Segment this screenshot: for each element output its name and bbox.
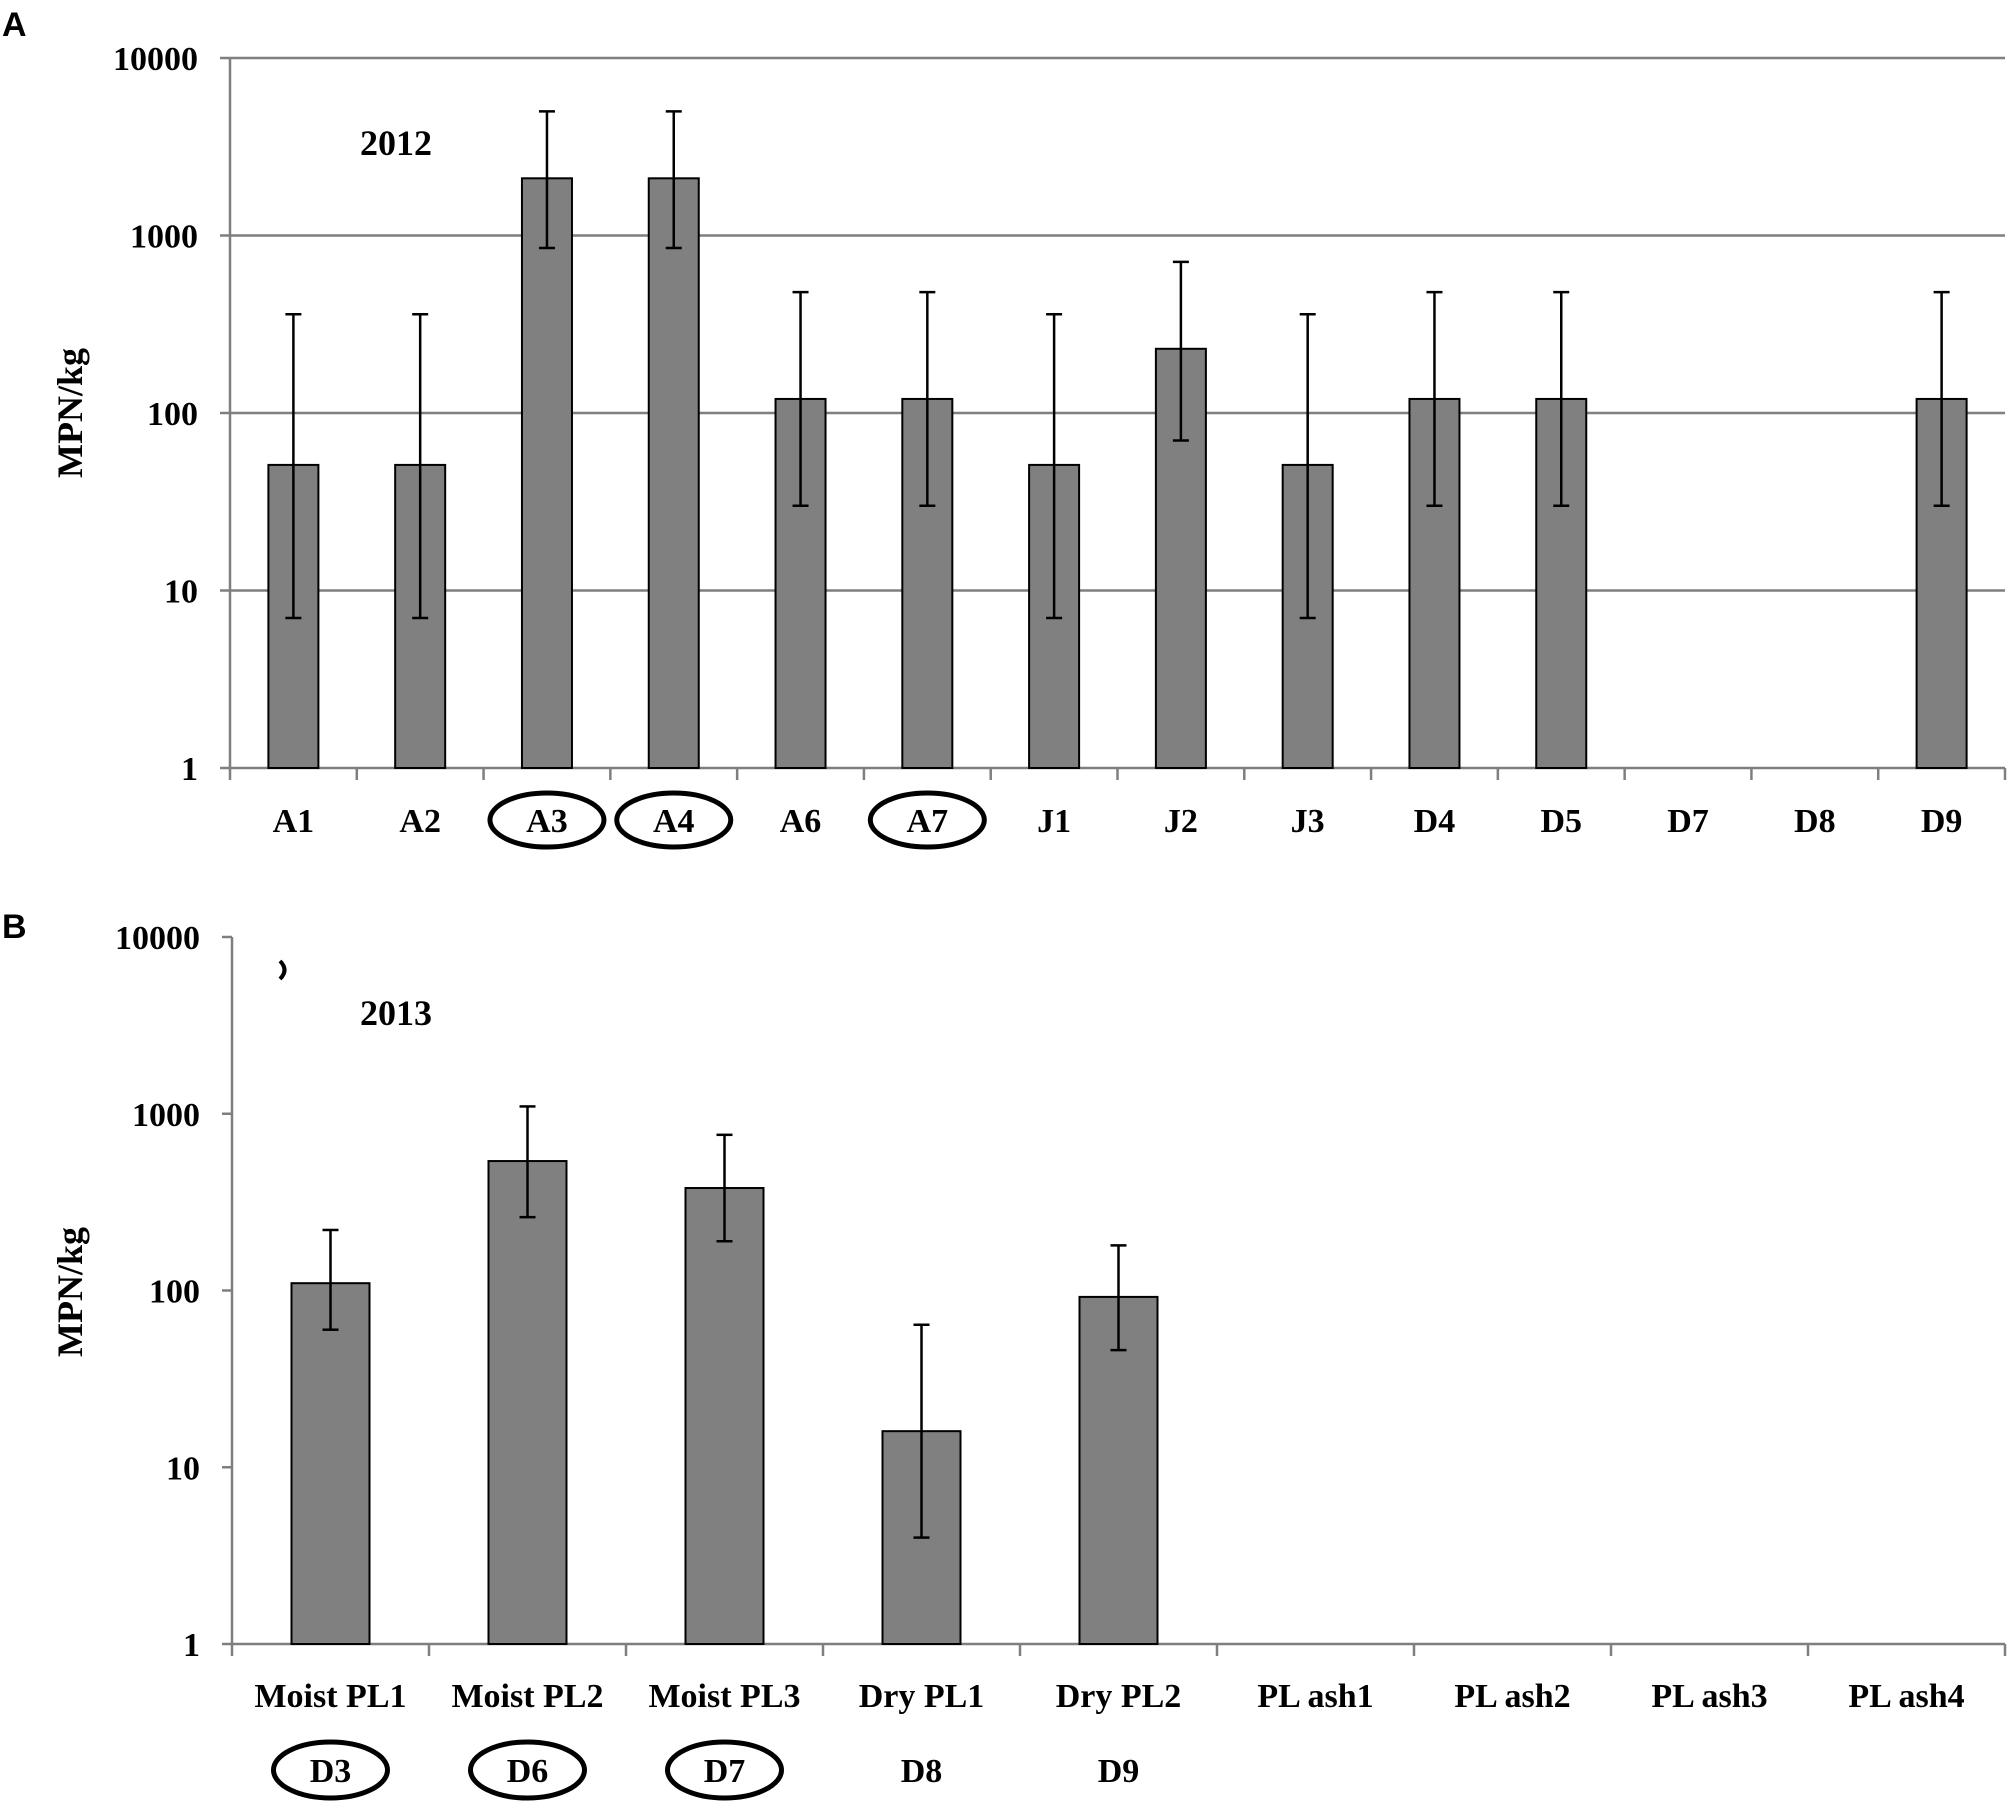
x-tick-label: PL ash2: [1454, 1678, 1570, 1715]
bar: [647, 177, 700, 769]
x-tick-label: D5: [1540, 803, 1582, 840]
x-tick-label: Moist PL1: [254, 1678, 406, 1715]
highlight-ellipse: [614, 790, 734, 850]
x-sublabel: D7: [704, 1753, 746, 1790]
highlight-ellipse: [665, 1739, 784, 1801]
bar: [290, 1282, 371, 1645]
x-tick-label: A7: [907, 803, 949, 840]
x-tick-label: A1: [273, 803, 315, 840]
year-annotation: 2012: [360, 123, 432, 163]
x-tick-label: J3: [1291, 803, 1325, 840]
x-tick-label: D8: [1794, 803, 1836, 840]
y-tick-label: 1: [181, 751, 198, 788]
panel-a-letter: A: [2, 6, 27, 44]
highlight-ellipse: [468, 1739, 587, 1801]
x-tick-label: Moist PL2: [451, 1678, 603, 1715]
x-tick-label: PL ash3: [1651, 1678, 1767, 1715]
y-tick-label: 1000: [130, 219, 198, 256]
stray-mark: [278, 959, 287, 981]
x-tick-label: A4: [653, 803, 695, 840]
bar: [1078, 1295, 1159, 1645]
highlight-ellipse: [867, 790, 987, 850]
panel-a-chart: 1 10 100 1000 10000 A1 A2 A3 A4 A6 A7 J1 J2 J3 D4 D5 D7 D…: [50, 41, 2007, 850]
bar: [684, 1187, 765, 1645]
y-tick-label: 10000: [113, 41, 198, 78]
x-tick-label: D4: [1414, 803, 1456, 840]
y-axis-title: MPN/kg: [50, 1227, 90, 1357]
x-sublabel: D6: [507, 1753, 549, 1790]
x-tick-label: PL ash1: [1257, 1678, 1373, 1715]
y-tick-label: 10: [166, 1450, 200, 1487]
x-tick-label: A6: [780, 803, 822, 840]
y-tick-label: 10: [164, 574, 198, 611]
y-tick-label: 100: [149, 1274, 200, 1311]
bar: [901, 397, 954, 769]
x-tick-label: D9: [1921, 803, 1963, 840]
x-tick-label: J2: [1164, 803, 1198, 840]
bar: [520, 177, 573, 769]
bar: [487, 1160, 568, 1646]
year-annotation: 2013: [360, 993, 432, 1033]
x-tick-label: PL ash4: [1848, 1678, 1964, 1715]
x-tick-label: A3: [526, 803, 568, 840]
x-tick-label: A2: [399, 803, 441, 840]
x-tick-label: D7: [1667, 803, 1709, 840]
x-sublabel: D3: [310, 1753, 352, 1790]
y-tick-label: 10000: [115, 920, 200, 957]
y-tick-label: 100: [147, 396, 198, 433]
x-sublabel: D8: [901, 1753, 943, 1790]
panel-b-letter: B: [2, 908, 27, 946]
y-tick-label: 1: [183, 1627, 200, 1664]
x-tick-label: Dry PL2: [1056, 1678, 1182, 1715]
x-tick-label: J1: [1037, 803, 1071, 840]
x-sublabel: D9: [1098, 1753, 1140, 1790]
y-axis-title: MPN/kg: [50, 348, 90, 478]
panel-b-chart: 1 10 100 1000 10000 Moist PL1 D3 Moist PL2 D6 Moi…: [50, 920, 2007, 1801]
x-tick-label: Moist PL3: [648, 1678, 800, 1715]
x-tick-label: Dry PL1: [859, 1678, 985, 1715]
highlight-ellipse: [271, 1739, 390, 1801]
highlight-ellipse: [487, 790, 607, 850]
y-tick-label: 1000: [132, 1097, 200, 1134]
